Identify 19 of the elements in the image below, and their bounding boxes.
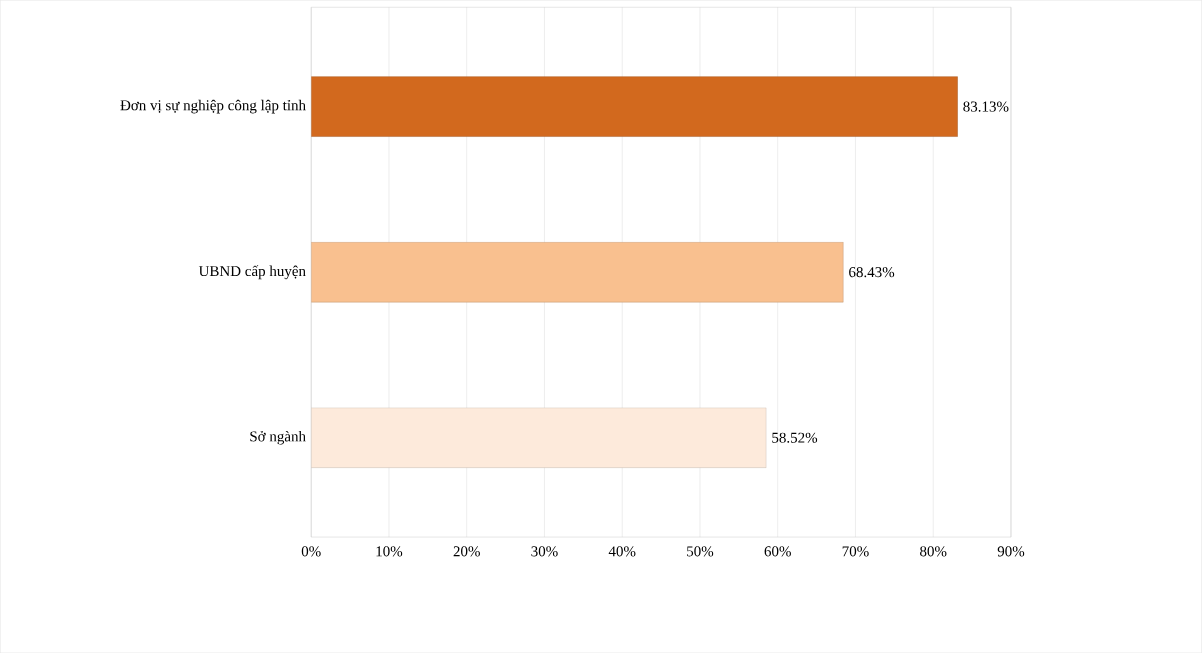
x-tick-label: 10% [376,546,403,557]
bar [311,407,767,468]
x-tick-label: 40% [608,546,636,557]
x-tick-label: 90% [997,546,1025,557]
x-tick-label: 80% [920,546,947,557]
data-label: 83.13% [963,101,1009,112]
x-tick-label: 30% [531,546,558,557]
x-tick-label: 60% [764,546,791,557]
x-tick-label: 70% [842,546,869,557]
bar [311,76,958,137]
x-tick-label: 20% [453,546,480,557]
bar [311,241,844,303]
x-tick-label: 50% [687,546,714,557]
y-tick-label: Sở ngành [250,430,306,445]
y-tick-label: Đơn vị sự nghiệp công lập tỉnh [120,99,306,114]
data-label: 58.52% [772,432,818,443]
x-tick-label: 0% [301,546,321,557]
y-tick-label: UBND cấp huyện [198,265,306,280]
data-label: 68.43% [849,266,895,278]
